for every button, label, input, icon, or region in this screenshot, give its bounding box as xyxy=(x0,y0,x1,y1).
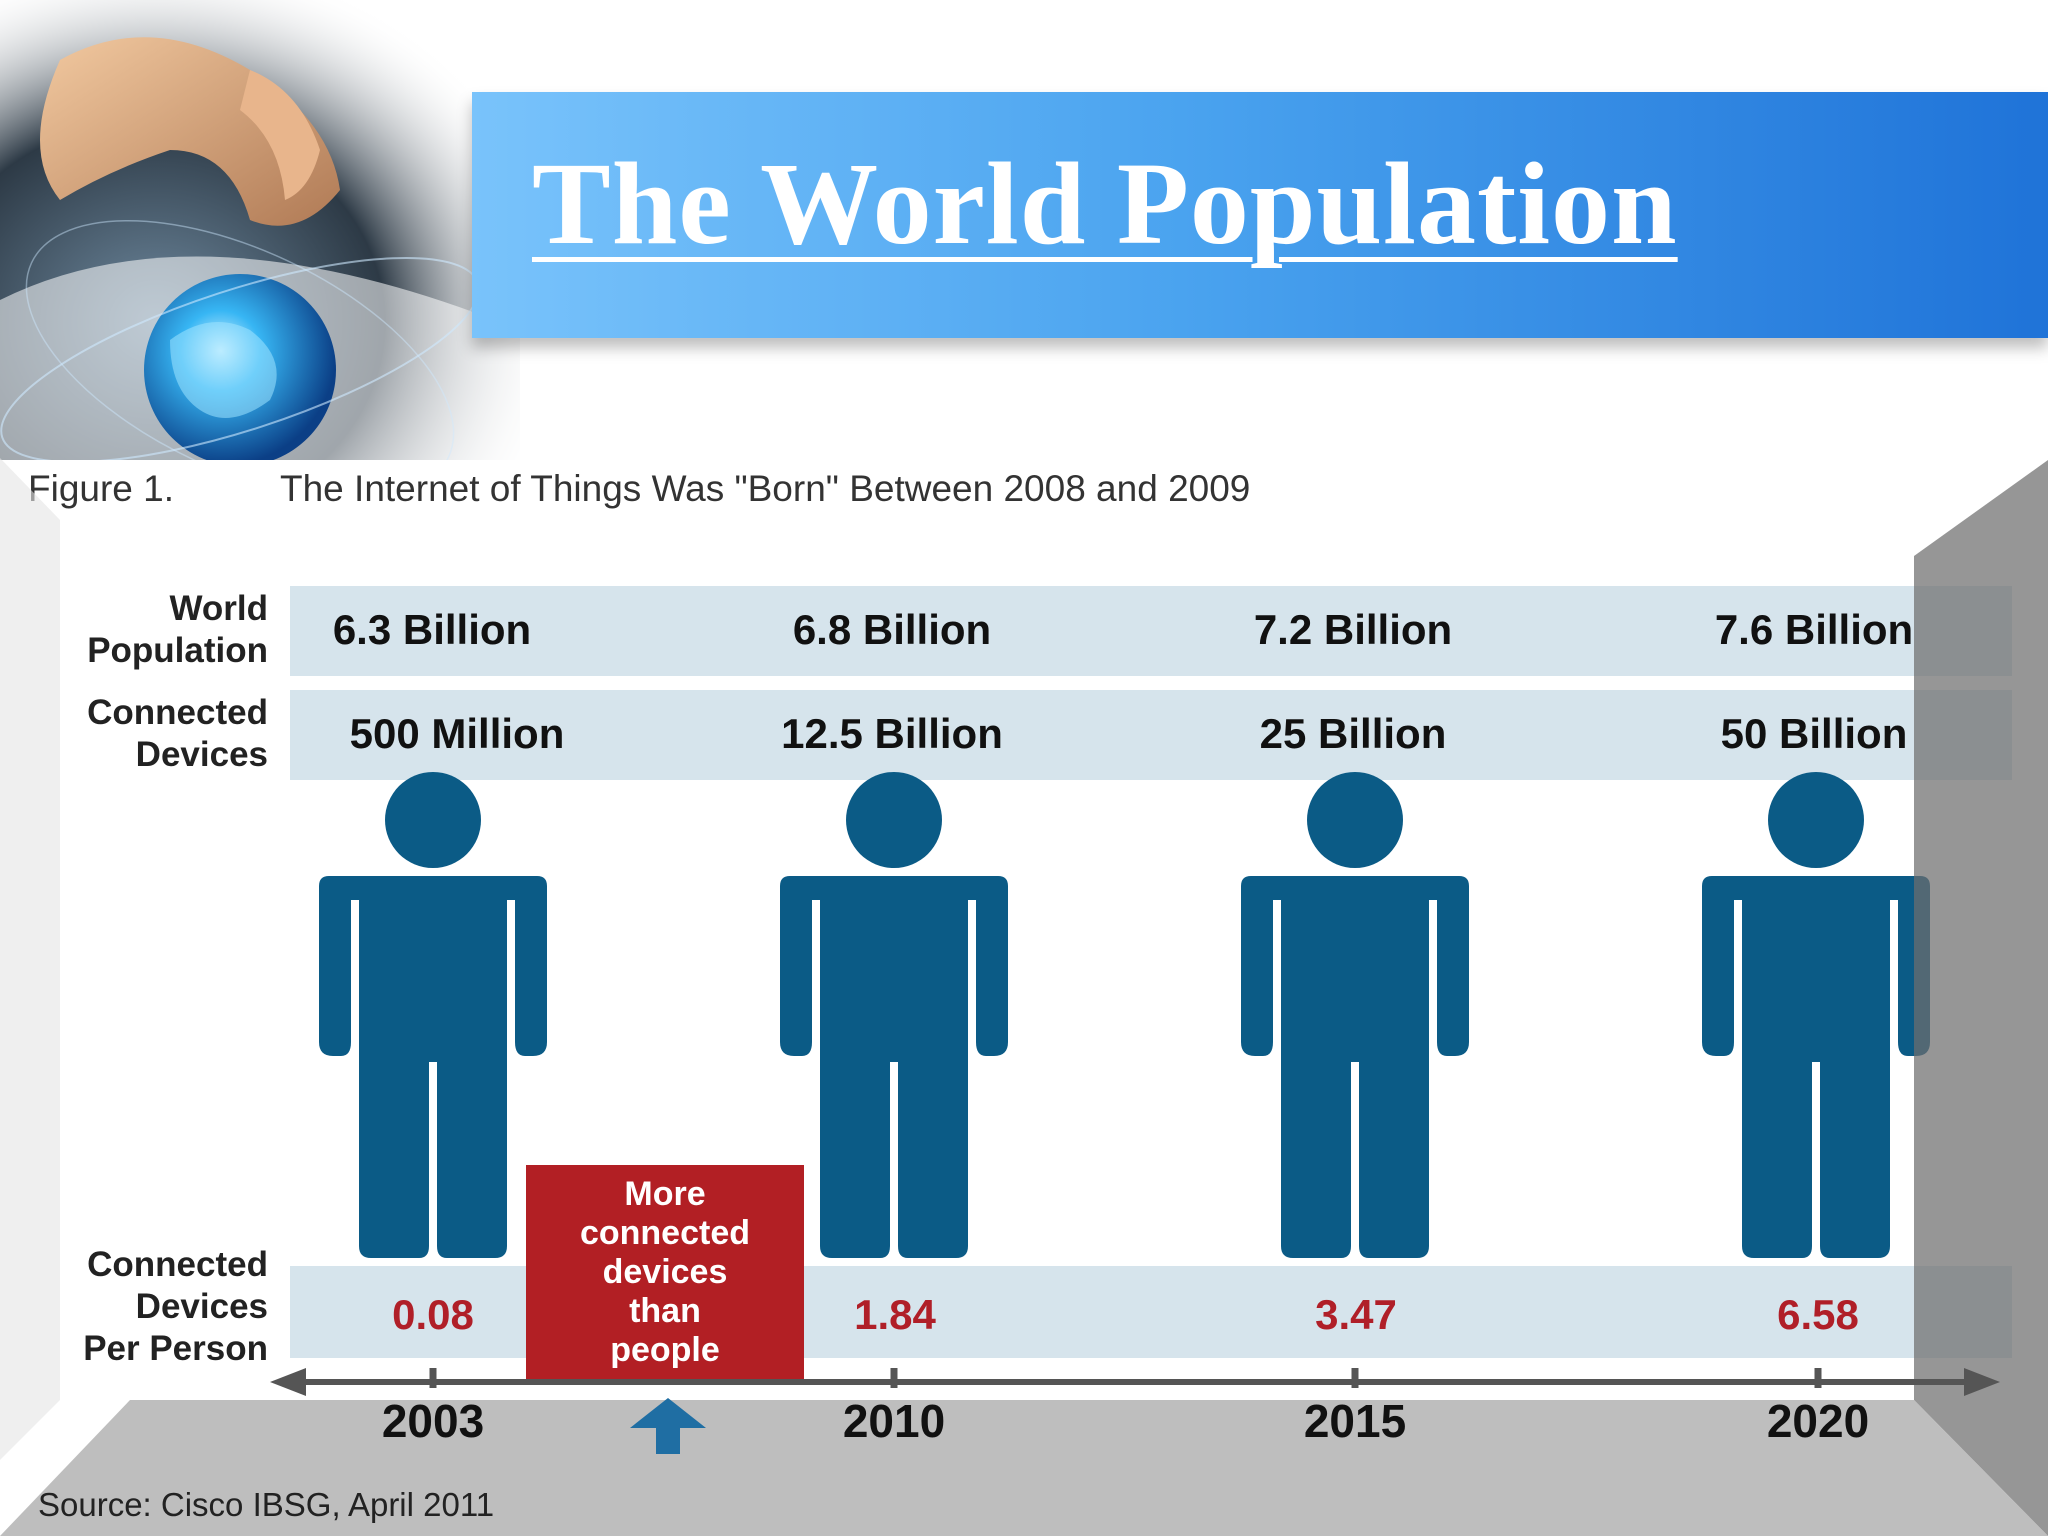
devices-value: 25 Billion xyxy=(1259,710,1447,757)
year-label: 2020 xyxy=(1766,1395,1870,1447)
per-person-value: 0.08 xyxy=(392,1291,474,1338)
title-band xyxy=(472,92,2048,338)
row-label-line: World xyxy=(169,589,268,628)
per-person-value: 1.84 xyxy=(854,1291,936,1338)
row-label-line: Population xyxy=(87,631,268,670)
row-label-line: Devices xyxy=(135,735,268,774)
year-label: 2015 xyxy=(1303,1395,1407,1447)
row-label-line: Connected xyxy=(87,1245,268,1284)
row-label-line: Devices xyxy=(135,1287,268,1326)
up-arrow-icon xyxy=(630,1398,706,1454)
row-label-devices: Connected Devices xyxy=(38,692,268,776)
devices-band xyxy=(290,690,2012,780)
year-label: 2010 xyxy=(842,1395,946,1447)
per-person-value: 3.47 xyxy=(1315,1291,1397,1338)
callout-box: More connected devices than people xyxy=(526,1165,804,1379)
source-note: Source: Cisco IBSG, April 2011 xyxy=(38,1486,495,1523)
devices-value: 50 Billion xyxy=(1720,710,1908,757)
year-label: 2003 xyxy=(381,1395,485,1447)
devices-value: 12.5 Billion xyxy=(781,710,1003,757)
devices-value: 500 Million xyxy=(349,710,565,757)
population-value: 6.3 Billion xyxy=(332,606,532,653)
slide-title: The World Population xyxy=(532,138,1678,269)
row-label-population: World Population xyxy=(38,588,268,672)
row-label-line: Per Person xyxy=(83,1329,268,1368)
population-value: 7.2 Billion xyxy=(1253,606,1453,653)
row-label-per-person: Connected Devices Per Person xyxy=(38,1244,268,1370)
row-label-line: Connected xyxy=(87,693,268,732)
population-band xyxy=(290,586,2012,676)
figure-title: The Internet of Things Was "Born" Betwee… xyxy=(280,468,1251,509)
per-person-value: 6.58 xyxy=(1777,1291,1859,1338)
globe-hand-illustration xyxy=(0,0,520,460)
population-value: 6.8 Billion xyxy=(792,606,992,653)
population-value: 7.6 Billion xyxy=(1714,606,1914,653)
